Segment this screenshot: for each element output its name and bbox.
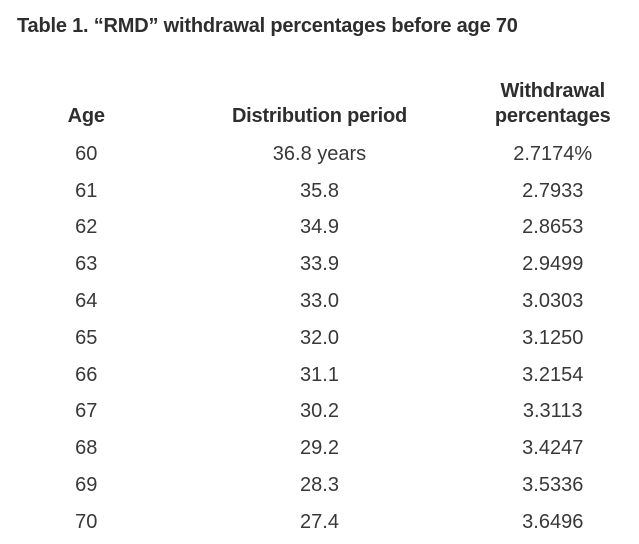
age-cell: 70 [75, 510, 98, 533]
age-cell: 67 [75, 400, 98, 423]
age-cell: 64 [75, 290, 98, 313]
withdrawal-percentage-cell: 2.7174% [513, 142, 593, 165]
distribution-period-cell: 32.0 [300, 326, 339, 349]
age-cell: 68 [75, 437, 98, 460]
age-cell: 60 [75, 142, 98, 165]
withdrawal-percentage-cell: 3.6496 [522, 510, 584, 533]
withdrawal-percentage-cell: 3.1250 [522, 326, 584, 349]
column-header-distribution-period: Distribution period [231, 105, 408, 127]
column-header-age: Age [67, 105, 105, 127]
table-row: 69 28.3 3.5336 [0, 467, 639, 504]
age-cell: 62 [75, 216, 98, 239]
distribution-period-cell: 34.9 [300, 216, 339, 239]
withdrawal-percentage-cell: 3.0303 [522, 290, 584, 313]
withdrawal-percentage-cell: 2.8653 [522, 216, 584, 239]
table-row: 64 33.0 3.0303 [0, 283, 639, 320]
distribution-period-cell: 33.0 [300, 290, 339, 313]
age-cell: 69 [75, 474, 98, 497]
age-cell: 66 [75, 363, 98, 386]
age-cell: 63 [75, 253, 98, 276]
column-header-withdrawal-percentages: Withdrawal percentages [494, 80, 611, 127]
age-cell: 61 [75, 179, 98, 202]
withdrawal-percentage-cell: 3.4247 [522, 437, 584, 460]
withdrawal-percentage-cell: 2.7933 [522, 179, 584, 202]
distribution-period-cell: 30.2 [300, 400, 339, 423]
table-row: 68 29.2 3.4247 [0, 430, 639, 467]
withdrawal-percentage-cell: 3.3113 [522, 400, 583, 423]
distribution-period-cell: 33.9 [300, 253, 339, 276]
table-header: Age Distribution period Withdrawal perce… [0, 40, 639, 136]
table-title: Table 1. “RMD” withdrawal percentages be… [17, 15, 518, 37]
distribution-period-cell: 31.1 [300, 363, 339, 386]
distribution-period-cell: 36.8 years [272, 142, 367, 165]
table-row: 60 36.8 years 2.7174% [0, 136, 639, 173]
table-row: 63 33.9 2.9499 [0, 246, 639, 283]
withdrawal-percentage-cell: 3.5336 [522, 474, 584, 497]
table-row: 61 35.8 2.7933 [0, 173, 639, 210]
table-body: 60 36.8 years 2.7174% 61 35.8 2.7933 62 34.9 2.8… [0, 136, 639, 541]
table-row: 65 32.0 3.1250 [0, 320, 639, 357]
table-row: 67 30.2 3.3113 [0, 394, 639, 431]
distribution-period-cell: 35.8 [300, 179, 339, 202]
withdrawal-percentage-cell: 2.9499 [522, 253, 584, 276]
table-row: 66 31.1 3.2154 [0, 357, 639, 394]
table-row: 62 34.9 2.8653 [0, 210, 639, 247]
header-row: Age Distribution period Withdrawal perce… [0, 40, 639, 136]
distribution-period-cell: 29.2 [300, 437, 339, 460]
age-cell: 65 [75, 326, 98, 349]
distribution-period-cell: 27.4 [300, 510, 339, 533]
withdrawal-percentage-cell: 3.2154 [522, 363, 584, 386]
table-row: 70 27.4 3.6496 [0, 504, 639, 541]
distribution-period-cell: 28.3 [300, 474, 339, 497]
rmd-withdrawal-table: Age Distribution period Withdrawal perce… [0, 40, 639, 541]
